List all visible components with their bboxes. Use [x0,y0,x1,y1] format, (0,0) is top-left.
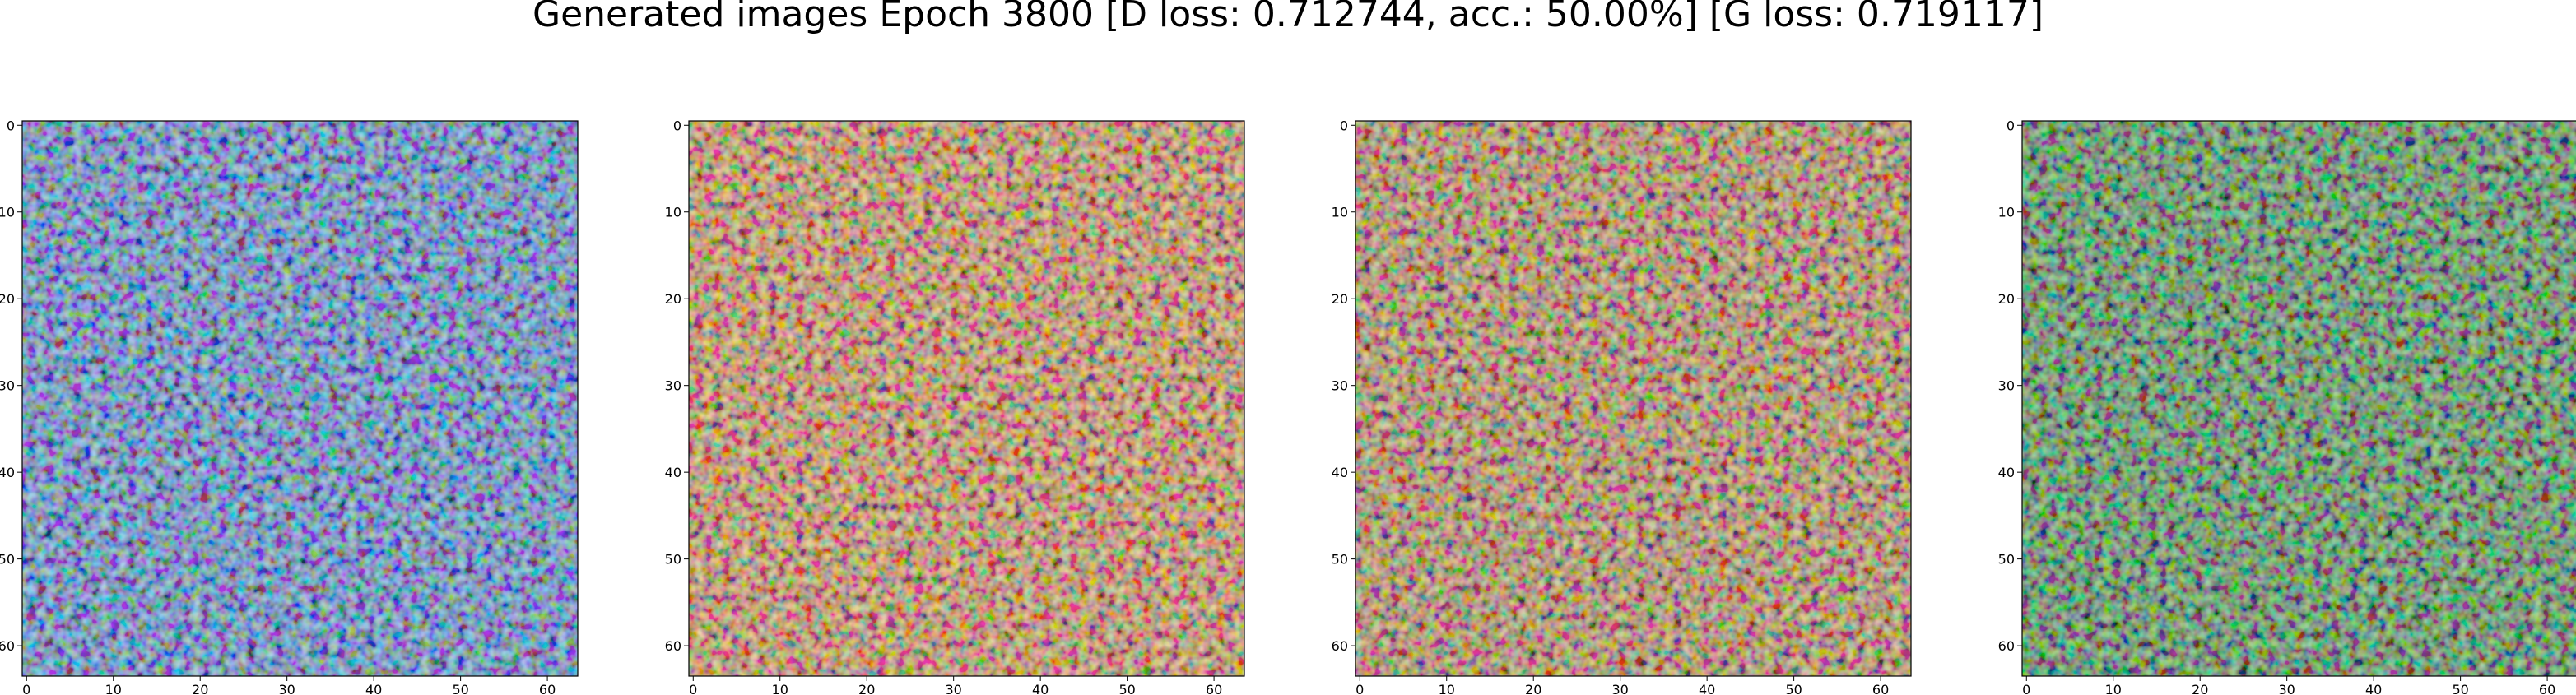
x-tick-label: 20 [2192,682,2208,695]
x-tick-label: 30 [946,682,962,695]
x-tick-label: 60 [539,682,556,695]
y-tick-label: 20 [1332,291,1348,307]
y-tick-label: 10 [0,205,15,220]
x-tick-label: 20 [1525,682,1541,695]
y-tick-label: 30 [665,378,681,394]
y-tick-label: 0 [2006,118,2015,133]
image-noise [1355,121,1911,676]
y-tick-label: 20 [665,291,681,307]
y-tick-label: 50 [1332,552,1348,568]
y-tick-label: 60 [1332,638,1348,654]
axes-frame [2021,120,2576,677]
x-tick-label: 50 [1785,682,1802,695]
x-tick-label: 40 [1699,682,1715,695]
y-tick-label: 10 [1998,205,2015,220]
y-tick-label: 40 [1332,465,1348,480]
image-noise [689,121,1244,676]
y-tick-label: 60 [0,638,15,654]
image-noise [22,121,578,676]
y-tick-label: 0 [673,118,681,133]
axes-frame [21,120,579,677]
x-tick-label: 0 [1355,682,1364,695]
y-tick-label: 50 [1998,552,2015,568]
x-tick-label: 30 [2279,682,2295,695]
x-tick-label: 10 [2105,682,2122,695]
axes-frame [1355,120,1912,677]
x-tick-label: 10 [772,682,788,695]
y-tick-label: 50 [0,552,15,568]
x-tick-label: 20 [192,682,208,695]
x-tick-label: 30 [1612,682,1629,695]
y-tick-label: 20 [0,291,15,307]
x-tick-label: 10 [105,682,122,695]
x-tick-label: 50 [452,682,468,695]
axes-frame [688,120,1245,677]
y-tick-label: 40 [1998,465,2015,480]
x-tick-label: 50 [2452,682,2468,695]
x-tick-label: 40 [2365,682,2382,695]
y-tick-label: 0 [7,118,15,133]
x-tick-label: 50 [1118,682,1135,695]
x-tick-label: 60 [1872,682,1889,695]
y-tick-label: 30 [0,378,15,394]
y-tick-label: 40 [0,465,15,480]
x-tick-label: 0 [2022,682,2030,695]
y-tick-label: 10 [1332,205,1348,220]
x-tick-label: 60 [2539,682,2555,695]
y-tick-label: 60 [1998,638,2015,654]
x-tick-label: 0 [22,682,30,695]
x-tick-label: 10 [1439,682,1455,695]
y-tick-label: 20 [1998,291,2015,307]
x-tick-label: 60 [1206,682,1222,695]
x-tick-label: 20 [858,682,875,695]
x-tick-label: 0 [689,682,697,695]
y-tick-label: 0 [1340,118,1348,133]
figure-title: Generated images Epoch 3800 [D loss: 0.7… [532,0,2044,35]
x-tick-label: 30 [279,682,295,695]
x-tick-label: 40 [365,682,382,695]
y-tick-label: 30 [1998,378,2015,394]
image-noise [2022,121,2576,676]
y-tick-label: 40 [665,465,681,480]
y-tick-label: 30 [1332,378,1348,394]
x-tick-label: 40 [1032,682,1049,695]
y-tick-label: 50 [665,552,681,568]
y-tick-label: 60 [665,638,681,654]
y-tick-label: 10 [665,205,681,220]
